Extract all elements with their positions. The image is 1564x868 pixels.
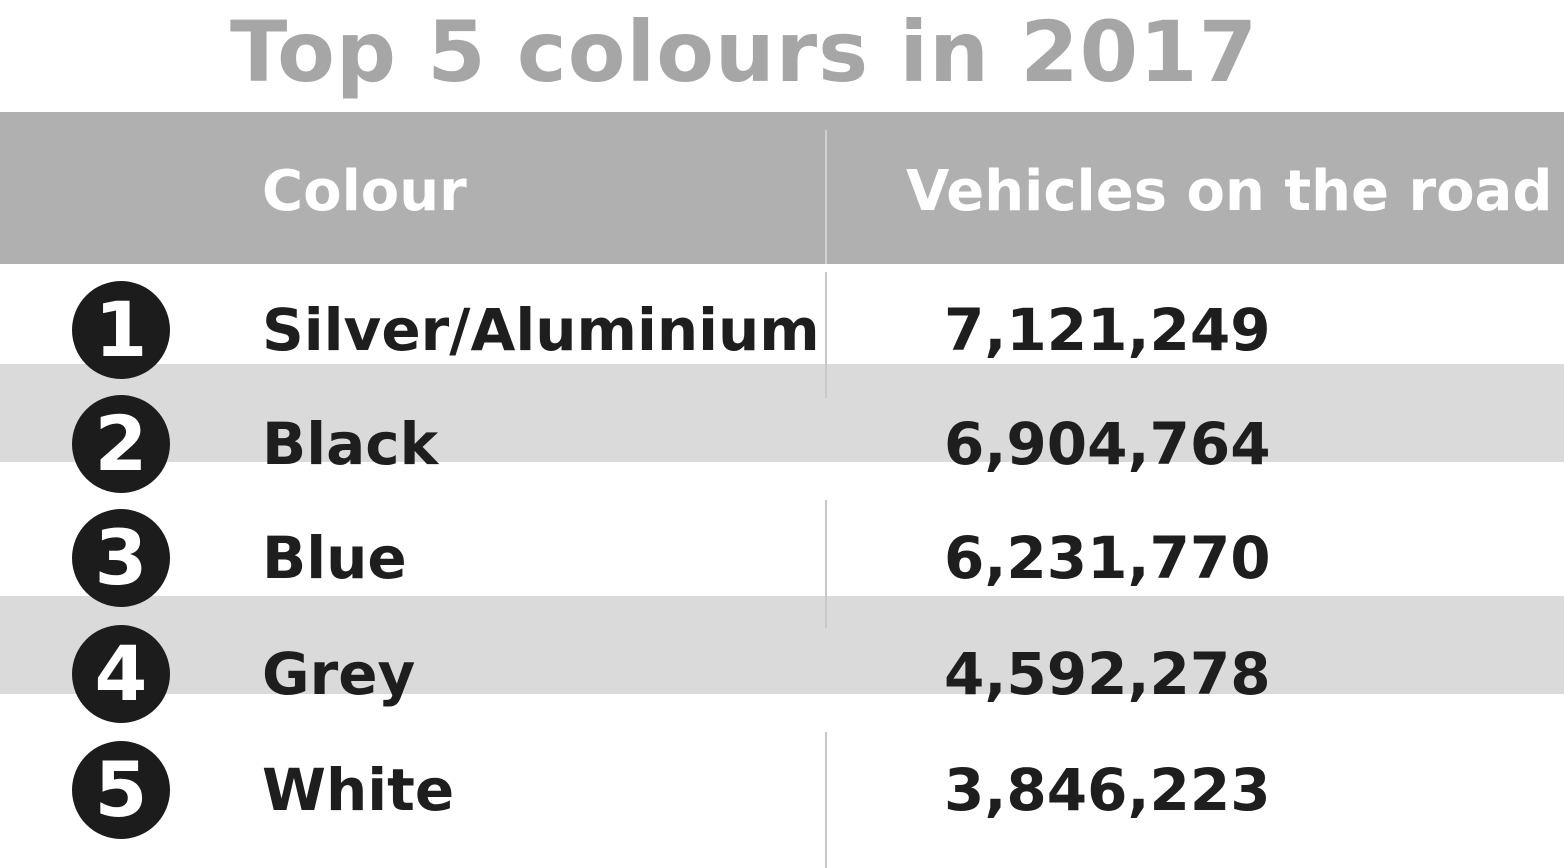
cell-vehicle-count: 6,904,764 — [944, 410, 1271, 478]
table-title: Top 5 colours in 2017 — [230, 3, 1259, 101]
header-column-divider — [825, 130, 827, 264]
table-row — [0, 728, 1564, 866]
body-column-divider — [825, 732, 827, 868]
table-body: 1 Silver/Aluminium 7,121,249 2 Black 6,904,76… — [0, 264, 1564, 868]
cell-colour-name: Black — [262, 410, 439, 478]
table-row — [0, 596, 1564, 694]
rank-badge: 1 — [72, 281, 170, 379]
cell-vehicle-count: 4,592,278 — [944, 640, 1271, 708]
cell-vehicle-count: 6,231,770 — [944, 524, 1271, 592]
cell-colour-name: Grey — [262, 640, 416, 708]
cell-vehicle-count: 7,121,249 — [944, 296, 1271, 364]
rank-badge: 5 — [72, 741, 170, 839]
column-header-vehicles: Vehicles on the road — [906, 159, 1553, 224]
cell-colour-name: Silver/Aluminium — [262, 296, 820, 364]
body-column-divider — [825, 500, 827, 628]
cell-vehicle-count: 3,846,223 — [944, 756, 1271, 824]
table-row — [0, 364, 1564, 462]
colours-table: Colour Vehicles on the road 1 Silver/Alum… — [0, 112, 1564, 868]
rank-badge: 4 — [72, 625, 170, 723]
table-header-row: Colour Vehicles on the road — [0, 112, 1564, 264]
rank-badge: 2 — [72, 395, 170, 493]
rank-badge: 3 — [72, 509, 170, 607]
column-header-colour: Colour — [262, 159, 467, 224]
cell-colour-name: Blue — [262, 524, 407, 592]
cell-colour-name: White — [262, 756, 455, 824]
body-column-divider — [825, 272, 827, 398]
